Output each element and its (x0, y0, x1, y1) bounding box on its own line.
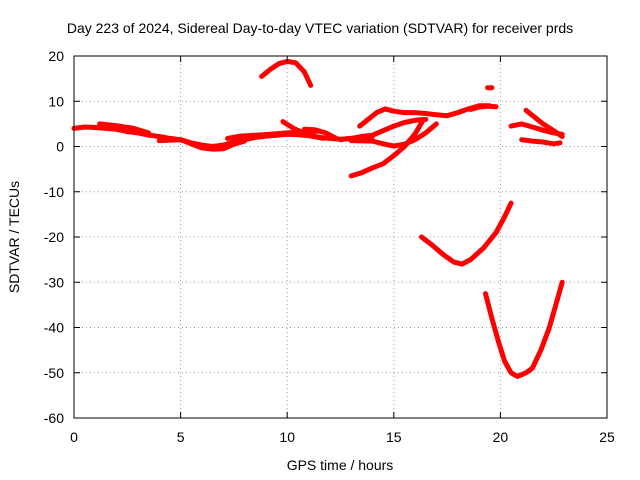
series-arc-12 (468, 103, 499, 112)
y-tick-label: -30 (44, 274, 64, 290)
series-arc-8 (338, 116, 429, 143)
series-arc-10 (348, 121, 439, 149)
data-series (71, 58, 565, 379)
series-arc-2 (97, 121, 152, 136)
grid (74, 56, 607, 418)
y-tick-label: 20 (48, 48, 64, 64)
y-tick-label: -10 (44, 184, 64, 200)
series-arc-15 (483, 279, 565, 379)
y-tick-label: -50 (44, 365, 64, 381)
series-arc-18 (519, 137, 563, 147)
y-axis-label: SDTVAR / TECUs (6, 181, 22, 293)
x-tick-label: 0 (70, 429, 78, 445)
axis-ticks: 0 5 10 15 20 25 -60 -50 -40 -30 -20 -10 0 10 20 (44, 48, 615, 445)
series-arc-3 (156, 137, 248, 152)
x-axis-label: GPS time / hours (287, 457, 394, 473)
x-tick-label: 10 (279, 429, 295, 445)
y-tick-label: -60 (44, 410, 64, 426)
series-arc-9 (348, 116, 427, 179)
series-arc-5 (259, 58, 314, 88)
series-arc-14 (419, 200, 514, 267)
x-tick-label: 15 (386, 429, 402, 445)
series-arc-17 (523, 107, 565, 139)
chart-title: Day 223 of 2024, Sidereal Day-to-day VTE… (67, 20, 573, 36)
y-tick-label: -40 (44, 320, 64, 336)
series-arc-6 (280, 119, 326, 141)
x-tick-label: 25 (599, 429, 615, 445)
y-tick-label: -20 (44, 229, 64, 245)
x-tick-label: 5 (177, 429, 185, 445)
series-arc-11 (357, 103, 493, 129)
x-tick-label: 20 (493, 429, 509, 445)
y-tick-label: 0 (56, 139, 64, 155)
series-arc-7 (301, 126, 339, 141)
y-tick-label: 10 (48, 93, 64, 109)
